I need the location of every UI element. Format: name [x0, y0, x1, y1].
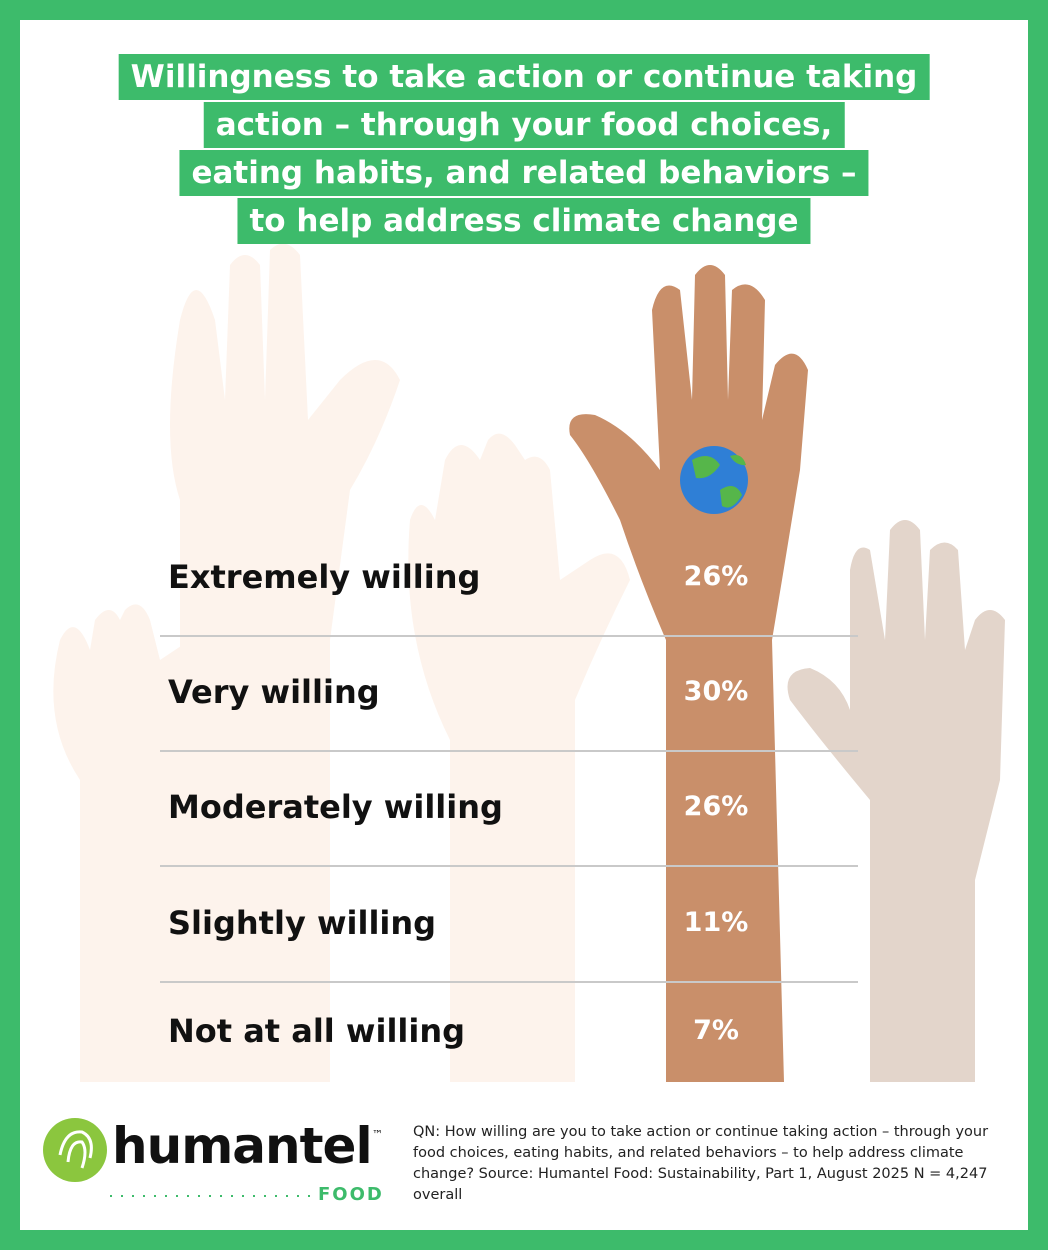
light-hand — [787, 520, 1005, 1082]
footnote: QN: How willing are you to take action o… — [413, 1124, 989, 1203]
panel: Willingness to take action or continue t… — [20, 20, 1028, 1230]
row-separator — [160, 981, 858, 983]
logo-name: humantel — [112, 1117, 373, 1175]
row-value: 11% — [683, 907, 749, 938]
title-line: action – through your food choices, — [203, 102, 845, 148]
row-label: Very willing — [168, 673, 380, 711]
row-label: Extremely willing — [168, 558, 481, 596]
brown-hand — [569, 265, 808, 1082]
row-value: 30% — [683, 676, 749, 707]
logo-sub: FOOD — [318, 1184, 384, 1205]
logo-print — [58, 1130, 93, 1169]
row-separator — [160, 635, 858, 637]
row-label: Moderately willing — [168, 788, 503, 826]
logo-mark — [43, 1118, 107, 1182]
title-line: to help address climate change — [237, 198, 811, 244]
faded-hands — [53, 243, 630, 1083]
row-label: Not at all willing — [168, 1012, 466, 1050]
row-label: Slightly willing — [168, 904, 437, 942]
row-value: 26% — [683, 561, 749, 592]
row-separator — [160, 865, 858, 867]
title-line: eating habits, and related behaviors – — [179, 150, 869, 196]
title-line: Willingness to take action or continue t… — [118, 54, 930, 100]
row-value: 7% — [693, 1015, 739, 1046]
illustration — [43, 243, 1005, 1197]
logo-tm: ™ — [372, 1128, 383, 1141]
row-value: 26% — [683, 791, 749, 822]
row-separator — [160, 750, 858, 752]
globe-land — [692, 455, 746, 508]
